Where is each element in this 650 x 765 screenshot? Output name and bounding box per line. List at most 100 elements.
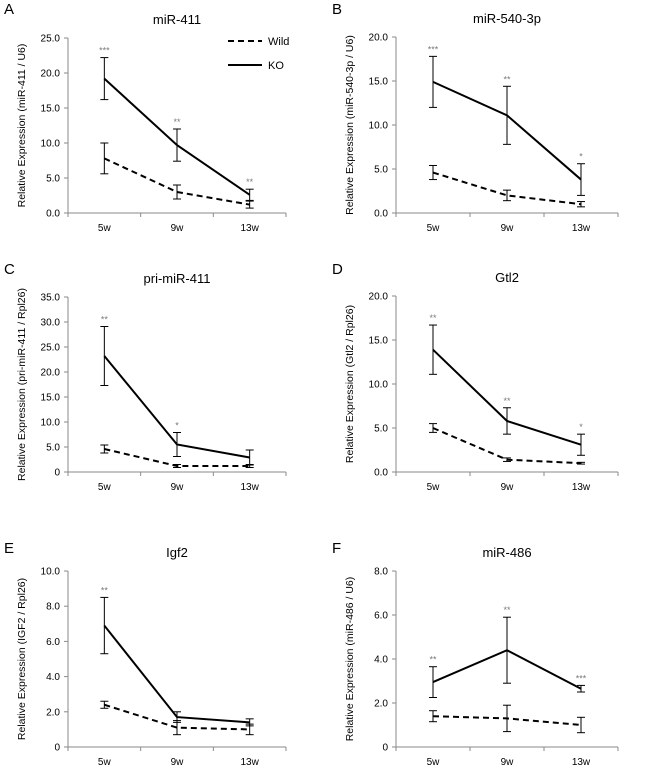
- y-tick-label: 25.0: [41, 343, 61, 354]
- y-tick-label: 20.0: [369, 33, 389, 44]
- chart-title: Igf2: [166, 545, 188, 560]
- y-tick-label: 4.0: [374, 655, 388, 666]
- y-axis-label: Relative Expression (miR-540-3p / U6): [344, 35, 356, 215]
- error-bar-wild: [173, 464, 181, 468]
- significance-marker: **: [101, 315, 109, 325]
- x-tick-label: 13w: [572, 223, 591, 234]
- error-bar-wild: [100, 444, 109, 454]
- x-tick-label: 5w: [98, 482, 112, 493]
- y-tick-label: 5.0: [46, 443, 60, 454]
- error-bar-wild: [429, 423, 437, 433]
- error-bar-wild: [100, 700, 109, 709]
- error-bar-ko: [173, 711, 181, 723]
- y-tick-label: 15.0: [41, 393, 61, 404]
- error-bar-wild: [503, 189, 511, 202]
- error-bar-ko: [429, 55, 437, 108]
- series-line-ko: [103, 624, 250, 724]
- error-bar-wild: [577, 461, 585, 465]
- panel-letter: C: [4, 261, 15, 278]
- significance-marker: **: [101, 585, 109, 595]
- x-tick-label: 9w: [171, 223, 185, 234]
- y-tick-label: 0: [382, 743, 388, 754]
- error-bar-wild: [100, 142, 109, 175]
- chart-title: miR-486: [482, 545, 531, 560]
- significance-marker: *: [175, 421, 179, 431]
- significance-marker: **: [429, 655, 437, 665]
- error-bar-ko: [100, 326, 109, 386]
- x-tick-label: 5w: [98, 757, 112, 765]
- error-bar-ko: [503, 616, 511, 684]
- y-tick-label: 35.0: [41, 293, 61, 304]
- y-tick-label: 8.0: [46, 602, 60, 613]
- x-tick-label: 13w: [240, 223, 259, 234]
- x-tick-label: 9w: [501, 757, 515, 765]
- significance-marker: **: [246, 177, 254, 187]
- error-bar-ko: [245, 188, 254, 201]
- significance-marker: *: [579, 422, 583, 432]
- panel-d: D Gtl2 0.0 5.0 10.0 15.0 20.0 5w 9w 13w Relative E…: [332, 261, 619, 493]
- x-tick-label: 13w: [240, 482, 259, 493]
- error-bar-wild: [429, 164, 437, 181]
- error-bar-ko: [245, 449, 254, 466]
- significance-marker: **: [503, 74, 511, 84]
- x-tick-label: 13w: [572, 482, 591, 493]
- y-tick-label: 10.0: [369, 380, 389, 391]
- x-tick-label: 9w: [171, 482, 185, 493]
- significance-marker: **: [173, 117, 181, 127]
- y-tick-label: 0.0: [374, 468, 388, 479]
- legend-label-wild: Wild: [268, 36, 289, 48]
- y-tick-label: 8.0: [374, 567, 388, 578]
- y-tick-label: 15.0: [369, 336, 389, 347]
- x-tick-label: 9w: [171, 757, 185, 765]
- chart-title: Gtl2: [495, 270, 519, 285]
- y-tick-label: 10.0: [41, 139, 61, 150]
- error-bar-ko: [173, 432, 181, 457]
- y-axis-label: Relative Expression (IGF2 / Rpl26): [16, 578, 28, 740]
- legend-label-ko: KO: [268, 60, 284, 72]
- error-bar-ko: [429, 666, 437, 698]
- y-tick-label: 2.0: [46, 707, 60, 718]
- error-bar-ko: [577, 433, 585, 456]
- error-bar-wild: [245, 200, 254, 209]
- chart-title: pri-miR-411: [144, 271, 211, 286]
- y-tick-label: 20.0: [41, 69, 61, 80]
- error-bar-wild: [503, 704, 511, 733]
- x-tick-label: 5w: [98, 223, 112, 234]
- significance-marker: **: [503, 605, 511, 615]
- y-tick-label: 20.0: [369, 292, 389, 303]
- error-bar-wild: [429, 710, 437, 723]
- series-line-wild: [432, 171, 582, 206]
- x-tick-label: 5w: [427, 482, 441, 493]
- y-tick-label: 0.0: [46, 209, 60, 220]
- panel-e: E Igf2 0 2.0 4.0 6.0 8.0 10.0 5w 9w 13w Relative Ex…: [4, 540, 287, 765]
- significance-marker: ***: [576, 673, 587, 683]
- error-bar-ko: [100, 57, 109, 101]
- error-bar-wild: [503, 457, 511, 462]
- legend: Wild KO: [228, 36, 289, 72]
- y-tick-label: 30.0: [41, 318, 61, 329]
- significance-marker: *: [579, 152, 583, 162]
- panel-letter: E: [4, 540, 14, 557]
- error-bar-ko: [577, 684, 585, 693]
- error-bar-ko: [100, 596, 109, 655]
- error-bar-ko: [429, 324, 437, 375]
- y-tick-label: 10.0: [41, 418, 61, 429]
- error-bar-ko: [173, 128, 181, 162]
- chart-title: miR-411: [153, 12, 201, 27]
- x-tick-label: 5w: [427, 223, 441, 234]
- y-tick-label: 20.0: [41, 368, 61, 379]
- series-line-wild: [104, 703, 250, 731]
- panel-letter: F: [332, 540, 341, 557]
- y-tick-label: 10.0: [41, 567, 61, 578]
- error-bar-wild: [577, 716, 585, 734]
- y-tick-label: 10.0: [369, 121, 389, 132]
- y-axis-label: Relative Expression (Gtl2 / Rpl26): [344, 305, 356, 463]
- significance-marker: **: [429, 313, 437, 323]
- y-tick-label: 0.0: [374, 209, 388, 220]
- error-bar-ko: [503, 407, 511, 435]
- y-tick-label: 5.0: [374, 424, 388, 435]
- y-tick-label: 15.0: [369, 77, 389, 88]
